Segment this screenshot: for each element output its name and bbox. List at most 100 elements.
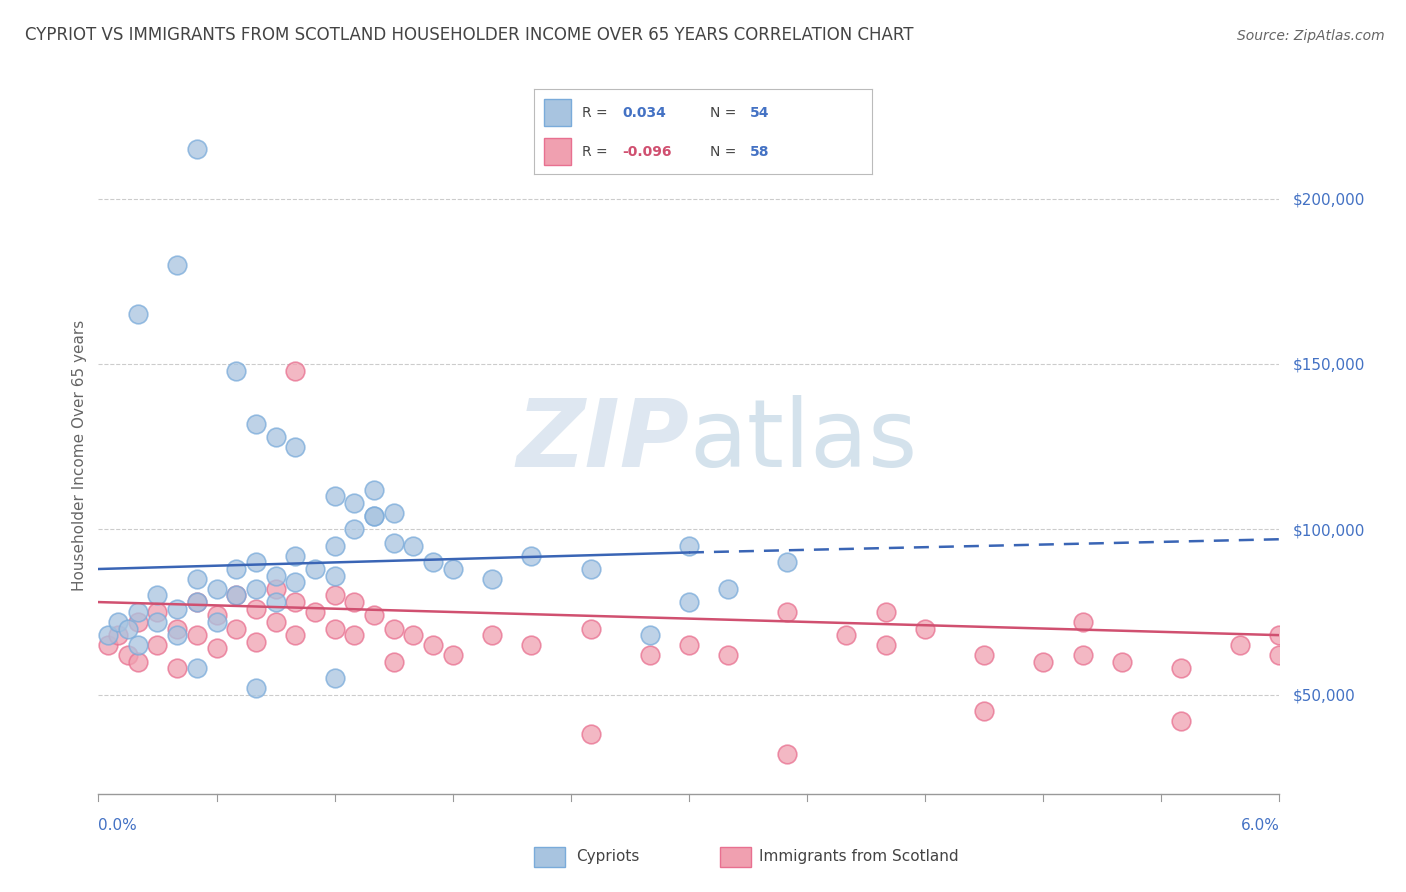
Point xyxy=(225,562,247,576)
Point xyxy=(264,615,287,629)
Point xyxy=(579,562,602,576)
Point xyxy=(343,496,366,510)
Point xyxy=(146,615,169,629)
Point xyxy=(1071,648,1094,662)
Point xyxy=(520,638,543,652)
Point xyxy=(205,641,228,656)
Point xyxy=(343,628,366,642)
Text: 58: 58 xyxy=(751,145,769,159)
Point xyxy=(284,549,307,563)
Point xyxy=(166,661,188,675)
Point xyxy=(343,595,366,609)
Point xyxy=(835,628,858,642)
Point xyxy=(520,549,543,563)
Point xyxy=(127,605,149,619)
Point xyxy=(97,628,120,642)
Point xyxy=(717,582,740,596)
Point xyxy=(166,258,188,272)
Point xyxy=(402,628,425,642)
Point xyxy=(1229,638,1251,652)
Point xyxy=(1111,655,1133,669)
Point xyxy=(422,638,444,652)
Point xyxy=(579,727,602,741)
Point xyxy=(402,539,425,553)
Text: R =: R = xyxy=(582,145,612,159)
Point xyxy=(284,440,307,454)
Point xyxy=(284,363,307,377)
Point xyxy=(363,509,385,524)
Point xyxy=(166,622,188,636)
Point xyxy=(1170,661,1192,675)
Point xyxy=(323,671,346,685)
Point xyxy=(205,615,228,629)
Point xyxy=(127,638,149,652)
Point xyxy=(382,506,405,520)
Text: atlas: atlas xyxy=(689,395,917,487)
Point xyxy=(363,608,385,623)
Point xyxy=(127,615,149,629)
Point xyxy=(304,562,326,576)
Point xyxy=(776,605,799,619)
Point xyxy=(264,595,287,609)
Point xyxy=(186,595,208,609)
Point xyxy=(323,589,346,603)
Point xyxy=(186,628,208,642)
Point xyxy=(117,622,139,636)
Text: CYPRIOT VS IMMIGRANTS FROM SCOTLAND HOUSEHOLDER INCOME OVER 65 YEARS CORRELATION: CYPRIOT VS IMMIGRANTS FROM SCOTLAND HOUS… xyxy=(25,26,914,44)
Text: Source: ZipAtlas.com: Source: ZipAtlas.com xyxy=(1237,29,1385,43)
Point xyxy=(382,655,405,669)
Point xyxy=(304,605,326,619)
Point xyxy=(717,648,740,662)
Point xyxy=(284,575,307,590)
Point xyxy=(382,622,405,636)
Point xyxy=(638,648,661,662)
Point xyxy=(973,648,995,662)
Point xyxy=(1170,714,1192,728)
Point xyxy=(205,608,228,623)
Bar xyxy=(544,99,571,127)
Point xyxy=(245,555,267,569)
Point xyxy=(245,582,267,596)
Point xyxy=(225,589,247,603)
Point xyxy=(776,747,799,762)
Point xyxy=(363,483,385,497)
Point xyxy=(107,628,129,642)
Point xyxy=(97,638,120,652)
Point xyxy=(441,562,464,576)
Point xyxy=(127,655,149,669)
Point xyxy=(875,605,897,619)
Point xyxy=(678,539,700,553)
Point xyxy=(186,142,208,156)
Text: ZIP: ZIP xyxy=(516,395,689,487)
Point xyxy=(245,601,267,615)
Text: 0.0%: 0.0% xyxy=(98,818,138,832)
Point xyxy=(117,648,139,662)
Point xyxy=(875,638,897,652)
Point xyxy=(1268,648,1291,662)
Point xyxy=(1268,628,1291,642)
Point xyxy=(323,539,346,553)
Point xyxy=(186,661,208,675)
Text: N =: N = xyxy=(710,106,741,120)
Point xyxy=(1032,655,1054,669)
Point xyxy=(284,628,307,642)
Point xyxy=(638,628,661,642)
Point xyxy=(776,555,799,569)
Point xyxy=(264,430,287,444)
Point xyxy=(225,363,247,377)
Bar xyxy=(544,138,571,165)
Y-axis label: Householder Income Over 65 years: Householder Income Over 65 years xyxy=(72,319,87,591)
Point xyxy=(382,535,405,549)
Point xyxy=(678,595,700,609)
Point xyxy=(166,628,188,642)
Text: 54: 54 xyxy=(751,106,769,120)
Text: 0.034: 0.034 xyxy=(621,106,666,120)
Point xyxy=(481,572,503,586)
Point xyxy=(146,605,169,619)
Point xyxy=(245,681,267,695)
Point xyxy=(146,589,169,603)
Point xyxy=(186,572,208,586)
Text: 6.0%: 6.0% xyxy=(1240,818,1279,832)
Point xyxy=(1071,615,1094,629)
Point xyxy=(225,622,247,636)
